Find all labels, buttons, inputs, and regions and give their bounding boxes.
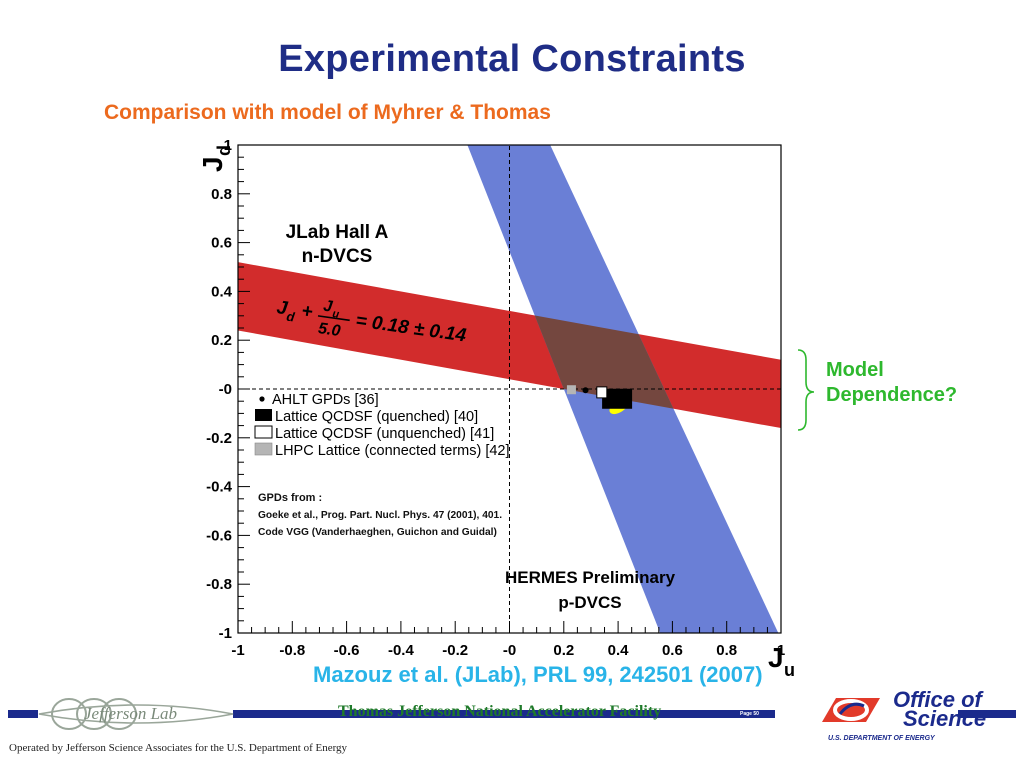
page-number: Page 50 [740, 711, 759, 717]
gpd-note-line3: Code VGG (Vanderhaeghen, Guichon and Gui… [258, 527, 497, 538]
x-tick-label: 0.2 [553, 642, 574, 659]
chart-svg: -1 -0.8 -0.6 -0.4 -0.2 -0 0.2 0.4 0.6 0.8 1 -1 -0.8 -… [197, 137, 815, 680]
formula-ju: J [322, 298, 334, 316]
point-lattice-qcdsf-quenched [602, 388, 633, 409]
formula-jd-sub: d [286, 309, 297, 325]
y-tick-label: 0.8 [211, 186, 232, 203]
point-lhpc-lattice [566, 385, 576, 395]
formula-ju-sub: u [332, 308, 341, 321]
footer-bar-page [735, 710, 775, 718]
band-label-hermes-line1: HERMES Preliminary [505, 568, 676, 587]
y-tick-label: 0.6 [211, 235, 232, 252]
legend-entry: AHLT GPDs [36] [272, 392, 379, 408]
office-of-science-logo [822, 698, 880, 722]
slide-title: Experimental Constraints [278, 38, 746, 80]
model-dependence-brace [797, 349, 815, 431]
formula-fraction-bar [317, 315, 350, 322]
jefferson-lab-logo-text: Jefferson Lab [84, 704, 178, 723]
footer-bar-middle [233, 710, 741, 718]
footer-bar-left [8, 710, 38, 718]
x-tick-label: -0.8 [279, 642, 305, 659]
formula-denominator: 5.0 [317, 320, 341, 340]
x-tick-label: -0 [503, 642, 516, 659]
formula-plus: + [300, 301, 314, 323]
footer-bar-right [958, 710, 1016, 718]
x-tick-label: -0.2 [442, 642, 468, 659]
legend-marker-filled-square [255, 409, 272, 421]
y-tick-label: 0.2 [211, 332, 232, 349]
x-tick-label: 1 [777, 642, 785, 659]
band-label-jlab-line2: n-DVCS [302, 246, 373, 267]
y-tick-label: -0.6 [206, 527, 232, 544]
x-axis-label-sub: u [784, 660, 795, 680]
y-axis-label-sub: d [214, 145, 234, 156]
model-dependence-note: Model Dependence? [826, 358, 957, 408]
jefferson-lab-logo [38, 698, 234, 730]
x-axis-label: J [768, 642, 784, 673]
band-label-hermes-line2: p-DVCS [558, 593, 621, 612]
office-line1: Office of [893, 687, 982, 712]
y-tick-label: -1 [219, 625, 232, 642]
citation: Mazouz et al. (JLab), PRL 99, 242501 (20… [313, 662, 763, 687]
legend-entry: LHPC Lattice (connected terms) [42] [275, 443, 510, 459]
band-label-jlab-line1: JLab Hall A [286, 222, 389, 243]
y-axis-label: J [197, 156, 228, 172]
legend-entry: Lattice QCDSF (unquenched) [41] [275, 426, 494, 442]
x-tick-label: 0.8 [716, 642, 737, 659]
slide-footer: Jefferson Lab Thomas Jefferson National … [0, 687, 1024, 768]
model-dependence-line2: Dependence? [826, 384, 958, 406]
y-tick-label: 1 [224, 137, 232, 154]
point-lattice-qcdsf-unquenched [596, 386, 608, 399]
y-tick-label: -0.8 [206, 576, 232, 593]
y-tick-label: 0.4 [211, 283, 233, 300]
operated-by: Operated by Jefferson Science Associates… [9, 742, 348, 754]
formula-jd: J [275, 297, 289, 319]
gpd-note-line2: Goeke et al., Prog. Part. Nucl. Phys. 47… [258, 510, 502, 521]
gpd-note-line1: GPDs from : [258, 492, 322, 504]
x-tick-label: -1 [231, 642, 244, 659]
legend-marker-dot [259, 396, 265, 402]
point-ahlt-gpds [582, 387, 589, 394]
y-tick-label: -0.2 [206, 430, 232, 447]
x-tick-label: 0.4 [608, 642, 630, 659]
y-tick-label: -0.4 [206, 479, 233, 496]
legend-marker-grey-square [254, 442, 273, 456]
facility-name: Thomas Jefferson National Accelerator Fa… [338, 703, 662, 720]
y-tick-label: -0 [219, 381, 232, 398]
office-of-science-title: Office of Science [893, 687, 987, 731]
legend-entry: Lattice QCDSF (quenched) [40] [275, 409, 478, 425]
legend-marker-open-square [254, 425, 273, 439]
x-tick-label: -0.6 [334, 642, 360, 659]
office-line2: Science [903, 706, 987, 731]
x-tick-label: 0.6 [662, 642, 683, 659]
x-tick-label: -0.4 [388, 642, 415, 659]
slide-subtitle: Comparison with model of Myhrer & Thomas [104, 101, 551, 124]
doe-label: U.S. DEPARTMENT OF ENERGY [828, 735, 935, 742]
model-dependence-line1: Model [826, 359, 884, 381]
constraint-chart: -1 -0.8 -0.6 -0.4 -0.2 -0 0.2 0.4 0.6 0.8 1 -1 -0.8 -… [197, 137, 815, 680]
